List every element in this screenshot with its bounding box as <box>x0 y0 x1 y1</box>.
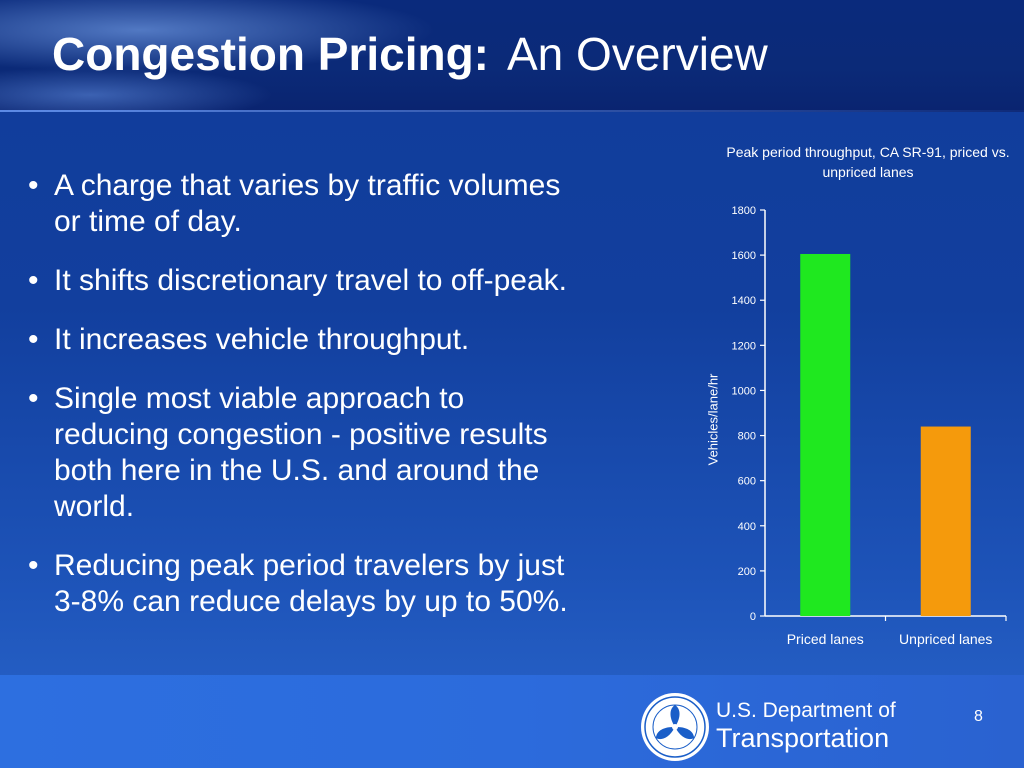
throughput-chart: Peak period throughput, CA SR-91, priced… <box>690 138 1024 658</box>
bullet-text-line: Reducing peak period travelers by just <box>54 549 565 582</box>
title-bar: Congestion Pricing: An Overview <box>0 0 1024 112</box>
bullet-glyph: • <box>28 264 39 297</box>
bullet-glyph: • <box>28 382 39 415</box>
slide-title-subtitle: An Overview <box>507 28 768 80</box>
y-tick-label: 0 <box>750 611 756 623</box>
y-tick-label: 400 <box>738 521 756 533</box>
bullet-text-line: world. <box>54 490 135 523</box>
y-tick-label: 200 <box>738 566 756 578</box>
slide-title-main: Congestion Pricing: <box>52 28 489 80</box>
bullet-glyph: • <box>28 549 39 582</box>
bullet-text-line: Single most viable approach to <box>54 382 465 415</box>
bullet-text-line: It increases vehicle throughput. <box>54 323 470 356</box>
bullet-text-line: 3-8% can reduce delays by up to 50%. <box>54 585 568 618</box>
dot-seal-icon <box>641 693 709 761</box>
bullet-glyph: • <box>28 323 39 356</box>
bullet-glyph: • <box>28 169 39 202</box>
bar-priced-lanes <box>800 253 851 616</box>
y-tick-label: 1800 <box>732 205 756 217</box>
y-tick-label: 800 <box>738 431 756 443</box>
y-tick-label: 1000 <box>732 385 756 397</box>
footer-bar <box>0 675 1024 768</box>
chart-title: Peak period throughput, CA SR-91, priced… <box>726 144 1010 180</box>
bullet-item: • Single most viable approach to reducing … <box>28 381 668 525</box>
y-tick-label: 600 <box>738 476 756 488</box>
bar-unpriced-lanes <box>920 426 971 616</box>
bullet-text-line: both here in the U.S. and around the <box>54 454 540 487</box>
department-name-line2: Transportation <box>716 723 890 753</box>
bullet-item: • It shifts discretionary travel to off-p… <box>28 263 668 299</box>
bullet-text-line: A charge that varies by traffic volumes <box>54 169 561 202</box>
bullet-list: • A charge that varies by traffic volumes… <box>28 168 668 643</box>
chart-plot: 0 200 400 600 800 1000 1200 1400 1600 1800 Priced … <box>732 205 1007 647</box>
x-category-label: Unpriced lanes <box>899 631 992 647</box>
department-name-line1: U.S. Department of <box>716 699 896 722</box>
bullet-text-line: It shifts discretionary travel to off-pe… <box>54 264 568 297</box>
bullet-text-line: or time of day. <box>54 205 242 238</box>
bullet-item: • It increases vehicle throughput. <box>28 322 668 358</box>
y-tick-label: 1400 <box>732 295 756 307</box>
page-number: 8 <box>974 708 983 725</box>
y-tick-label: 1600 <box>732 250 756 262</box>
y-tick-label: 1200 <box>732 340 756 352</box>
slide-title: Congestion Pricing: An Overview <box>52 26 768 82</box>
bullet-text-line: reducing congestion - positive results <box>54 418 548 451</box>
bullet-item: • A charge that varies by traffic volumes… <box>28 168 668 240</box>
bullet-item: • Reducing peak period travelers by just 3… <box>28 548 668 620</box>
x-category-label: Priced lanes <box>787 631 864 647</box>
